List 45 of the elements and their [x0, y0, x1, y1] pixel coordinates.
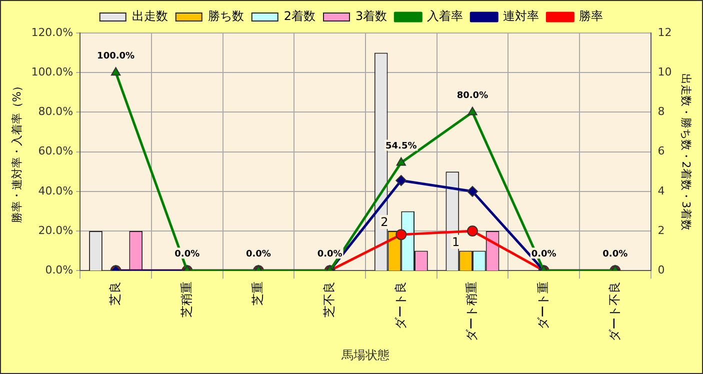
data-label: 54.5%	[386, 142, 417, 152]
y2-tick-label: 4	[658, 184, 665, 198]
y-tick-label: 120.0%	[31, 26, 74, 39]
data-label: 80.0%	[456, 91, 488, 102]
y-tick-label: 20.0%	[38, 224, 74, 237]
y2-tick-label: 12	[658, 26, 672, 39]
x-tick-label: 芝不良	[322, 282, 336, 318]
x-axis-title: 馬場状態	[340, 348, 390, 362]
y-tick-label: 100.0%	[31, 65, 74, 78]
y2-tick-label: 0	[658, 263, 665, 276]
y-axis-title: 勝率・連対率・入着率（%）	[10, 80, 24, 224]
data-label: 0.0%	[602, 249, 628, 260]
y2-tick-label: 2	[658, 224, 665, 237]
point	[110, 67, 121, 76]
y-tick-label: 60.0%	[38, 144, 74, 158]
x-tick-label: ダート稍重	[464, 282, 479, 342]
y2-tick-label: 8	[658, 105, 665, 118]
x-tick-label: ダート良	[393, 282, 408, 330]
y2-tick-label: 6	[658, 144, 665, 158]
data-label: 0.0%	[174, 249, 200, 260]
legend-label: 2着数	[284, 9, 316, 24]
point	[468, 106, 478, 116]
data-label: 0.0%	[531, 249, 556, 260]
data-label: 0.0%	[246, 249, 271, 260]
legend-label: 勝ち数	[208, 9, 244, 24]
legend-label: 入着率	[427, 9, 464, 24]
legend-label: 連対率	[503, 9, 540, 24]
legend-label: 出走数	[132, 9, 168, 24]
point	[396, 157, 406, 166]
data-label: 1	[452, 234, 460, 249]
x-tick-label: 芝稍重	[179, 282, 194, 318]
y-tick-label: 80.0%	[38, 105, 74, 118]
data-label: 100.0%	[97, 51, 135, 62]
y2-tick-label: 10	[658, 65, 672, 78]
x-tick-label: 芝重	[250, 282, 265, 306]
legend-label: 勝率	[579, 9, 604, 24]
data-label: 2	[380, 215, 388, 230]
y-tick-label: 0.0%	[45, 263, 74, 276]
x-tick-label: ダート不良	[607, 282, 622, 342]
y-tick-label: 40.0%	[38, 184, 74, 198]
x-tick-label: 芝良	[108, 282, 122, 306]
x-tick-label: ダート重	[536, 282, 550, 330]
y2-axis-title: 出走数・勝ち数・2着数・3着数	[680, 73, 693, 230]
data-label: 0.0%	[317, 249, 342, 260]
legend-label: 3着数	[356, 9, 388, 24]
